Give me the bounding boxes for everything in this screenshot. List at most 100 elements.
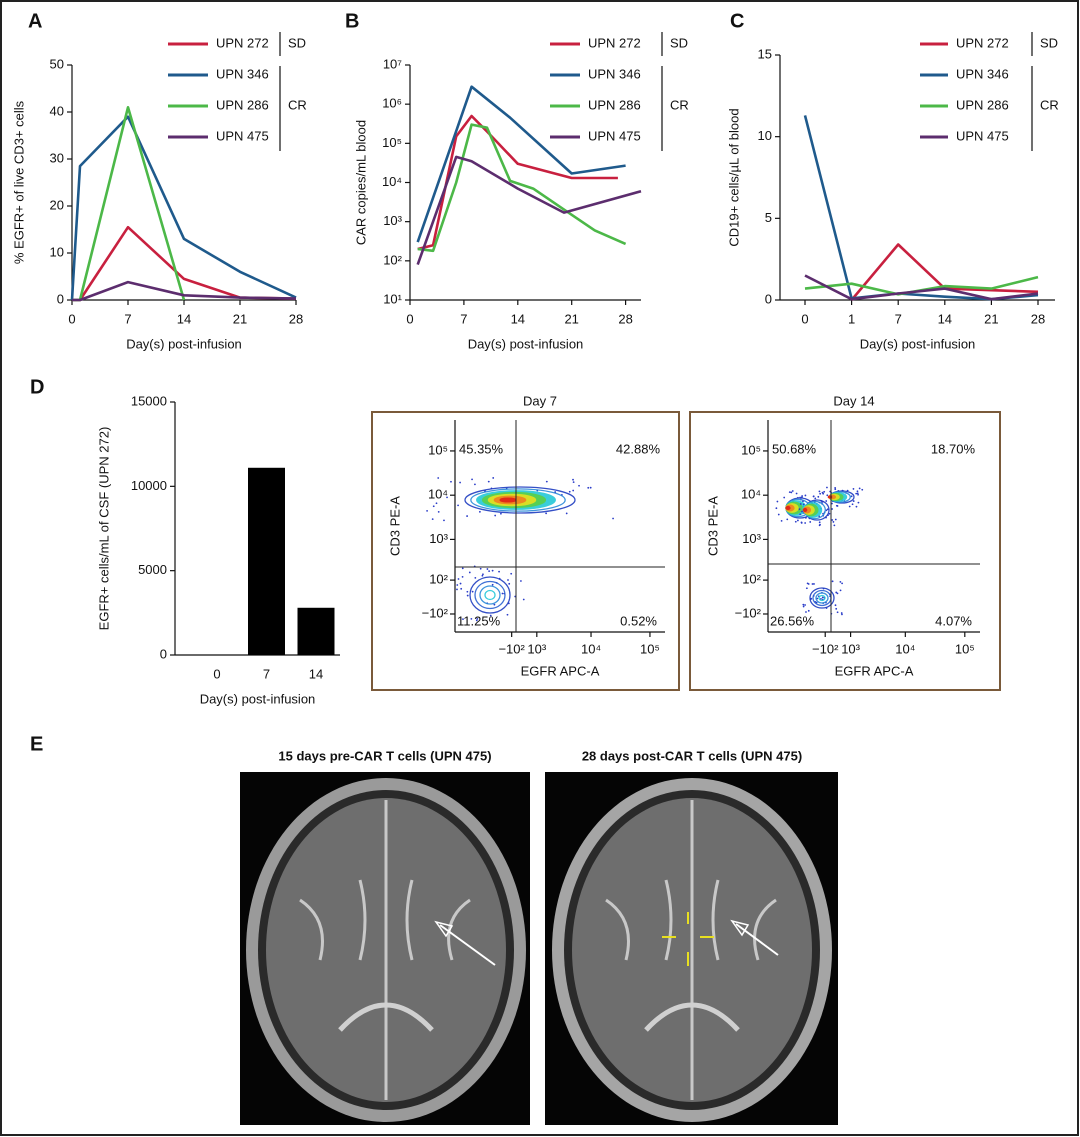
event-dot	[848, 505, 851, 508]
x-tick-label: 1	[848, 311, 855, 326]
event-dot	[826, 486, 828, 489]
group-label: CR	[670, 97, 689, 112]
events	[775, 486, 864, 616]
event-dot	[589, 486, 592, 489]
event-dot	[840, 612, 843, 614]
quadrant-label: 4.07%	[935, 613, 972, 628]
y-tick-label: 10²	[383, 252, 402, 267]
plot-frame	[371, 411, 680, 691]
event-dot	[794, 520, 797, 523]
event-dot	[858, 487, 861, 490]
group-label: SD	[288, 35, 306, 50]
x-tick-label: 21	[564, 311, 578, 326]
event-dot	[826, 494, 829, 497]
event-dot	[545, 512, 548, 515]
x-tick-label: 7	[895, 311, 902, 326]
legend-label: UPN 286	[956, 97, 1009, 112]
density-contour	[474, 580, 506, 610]
event-dot	[783, 496, 786, 499]
event-dot	[788, 491, 791, 494]
density-contour	[785, 505, 791, 511]
x-axis-label: Day(s) post-infusion	[126, 336, 242, 351]
panel-letter: A	[28, 10, 42, 32]
x-axis-label: Day(s) post-infusion	[200, 691, 316, 706]
event-dot	[819, 492, 822, 495]
event-dot	[856, 492, 859, 495]
x-tick-label: 10⁴	[581, 641, 601, 656]
event-dot	[799, 503, 802, 505]
y-tick-label: 10	[758, 128, 772, 143]
ventricle	[644, 1002, 740, 1032]
legend-label: UPN 286	[588, 97, 641, 112]
y-tick-label: 20	[50, 197, 64, 212]
event-dot	[506, 613, 509, 616]
event-dot	[816, 597, 819, 600]
event-dot	[813, 583, 815, 585]
event-dot	[482, 573, 484, 576]
measure-marks	[662, 912, 714, 966]
arrow-head	[730, 919, 750, 937]
y-tick-label: 50	[50, 56, 64, 71]
event-dot	[856, 490, 859, 493]
event-dot	[456, 588, 458, 591]
density-contour	[484, 589, 496, 601]
event-dot	[796, 519, 799, 522]
event-dot	[857, 493, 859, 496]
arrow	[735, 923, 779, 956]
y-tick-label: 40	[50, 103, 64, 118]
event-dot	[501, 592, 504, 595]
event-dot	[795, 492, 798, 495]
event-dot	[836, 505, 839, 507]
density-contour	[470, 488, 566, 512]
x-axis-label: EGFR APC-A	[835, 663, 914, 678]
event-dot	[802, 603, 805, 606]
x-tick-label: 10³	[527, 641, 546, 656]
event-dot	[486, 568, 489, 570]
x-axis-label: Day(s) post-infusion	[468, 336, 584, 351]
density-contour	[809, 587, 835, 609]
legend-label: UPN 346	[956, 66, 1009, 81]
y-tick-label: 5	[765, 210, 772, 225]
y-tick-label: 10¹	[383, 291, 402, 306]
event-dot	[811, 583, 814, 585]
event-dot	[839, 580, 842, 583]
event-dot	[825, 500, 828, 502]
event-dot	[835, 591, 838, 594]
event-dot	[814, 497, 817, 500]
event-dot	[804, 522, 807, 524]
x-tick-label: 14	[309, 666, 323, 681]
legend-label: UPN 272	[956, 35, 1009, 50]
y-tick-label: 10000	[131, 478, 167, 493]
event-dot	[456, 584, 459, 586]
y-tick-label: 10²	[742, 572, 761, 587]
legend-label: UPN 475	[588, 128, 641, 143]
event-dot	[802, 503, 805, 506]
series-line	[416, 155, 642, 266]
event-dot	[432, 505, 435, 508]
event-dot	[572, 478, 574, 481]
event-dot	[832, 521, 835, 523]
brain-structure	[299, 800, 471, 1100]
event-dot	[833, 524, 836, 527]
x-tick-label: 0	[801, 311, 808, 326]
event-dot	[802, 605, 805, 608]
x-tick-label: 10³	[841, 641, 860, 656]
event-dot	[821, 491, 824, 494]
x-tick-label: 7	[124, 311, 131, 326]
event-dot	[481, 574, 484, 577]
y-tick-label: 30	[50, 150, 64, 165]
event-dot	[817, 495, 820, 498]
panel-letter: E	[30, 733, 43, 755]
event-dot	[474, 483, 476, 486]
image-title: 15 days pre-CAR T cells (UPN 475)	[278, 748, 491, 763]
event-dot	[522, 598, 525, 601]
x-tick-label: −10²	[812, 641, 839, 656]
y-tick-label: 10⁵	[741, 442, 761, 457]
event-dot	[834, 518, 837, 521]
density-contour	[818, 594, 826, 602]
event-dot	[461, 567, 464, 570]
events	[426, 477, 614, 622]
plot-frame	[689, 411, 1001, 691]
y-tick-label: 10²	[429, 572, 448, 587]
